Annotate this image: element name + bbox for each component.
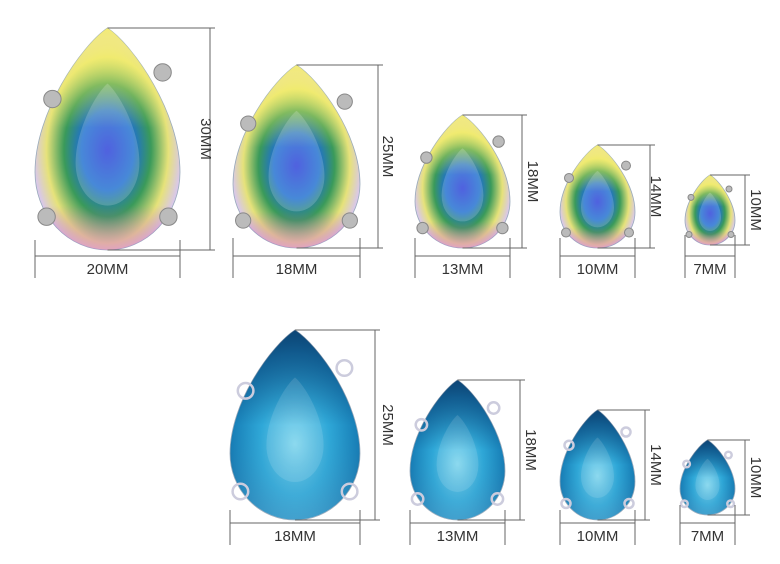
prong — [687, 193, 695, 201]
width-label: 13MM — [442, 261, 484, 278]
prong — [341, 212, 358, 229]
gem-facets — [410, 380, 505, 520]
height-label: 18MM — [524, 161, 541, 203]
prong — [336, 93, 353, 110]
prong — [560, 497, 572, 510]
height-label: 25MM — [379, 404, 396, 446]
gem-facets — [685, 175, 735, 245]
prong — [159, 207, 178, 226]
height-label: 18MM — [522, 429, 539, 471]
gem-table — [699, 192, 721, 231]
prong — [236, 381, 255, 400]
prong — [486, 401, 501, 415]
prong — [621, 160, 631, 171]
prong — [620, 426, 632, 438]
gem-facets — [415, 115, 510, 248]
height-label: 14MM — [647, 176, 664, 218]
prong — [679, 499, 689, 509]
width-label: 18MM — [274, 528, 316, 545]
height-label: 10MM — [747, 457, 764, 499]
prong — [235, 212, 252, 229]
gem-facets — [233, 65, 360, 248]
prong — [490, 492, 505, 506]
prong — [153, 63, 172, 82]
gem-facets — [230, 330, 360, 520]
gem-table — [695, 458, 720, 500]
width-label: 18MM — [276, 261, 318, 278]
prong — [723, 450, 733, 460]
prong — [420, 151, 433, 164]
prong — [561, 227, 571, 238]
height-label: 14MM — [647, 444, 664, 486]
gem-table — [266, 377, 324, 482]
gem-table — [581, 437, 615, 499]
gem-facets — [35, 28, 180, 250]
prong — [725, 185, 733, 193]
prong — [335, 358, 354, 378]
width-label: 10MM — [577, 528, 619, 545]
width-label: 10MM — [577, 261, 619, 278]
prong — [240, 115, 257, 132]
prong — [727, 231, 735, 238]
prong — [682, 459, 692, 469]
prong — [563, 439, 575, 451]
width-label: 7MM — [693, 261, 726, 278]
gem-facets — [680, 440, 735, 516]
prong — [43, 89, 62, 109]
prong — [726, 499, 736, 509]
gem-table — [75, 83, 140, 206]
prong — [496, 221, 509, 235]
gem-table — [268, 110, 325, 212]
gem-table — [441, 148, 484, 222]
gem-facets — [560, 145, 635, 248]
prong — [685, 231, 693, 238]
prong — [623, 497, 635, 510]
width-label: 13MM — [437, 528, 479, 545]
height-label: 30MM — [197, 118, 214, 160]
prong — [492, 135, 505, 148]
prong — [410, 492, 425, 506]
prong — [231, 482, 250, 501]
width-label: 20MM — [87, 261, 129, 278]
gem-table — [436, 415, 479, 492]
prong — [37, 207, 56, 226]
prong — [416, 221, 429, 235]
width-label: 7MM — [691, 528, 724, 545]
prong — [414, 417, 429, 432]
height-label: 10MM — [747, 189, 764, 231]
prong — [624, 227, 634, 238]
gem-table — [581, 170, 615, 228]
height-label: 25MM — [379, 136, 396, 178]
prong — [340, 482, 359, 501]
gem-facets — [560, 410, 635, 520]
prong — [564, 172, 574, 183]
